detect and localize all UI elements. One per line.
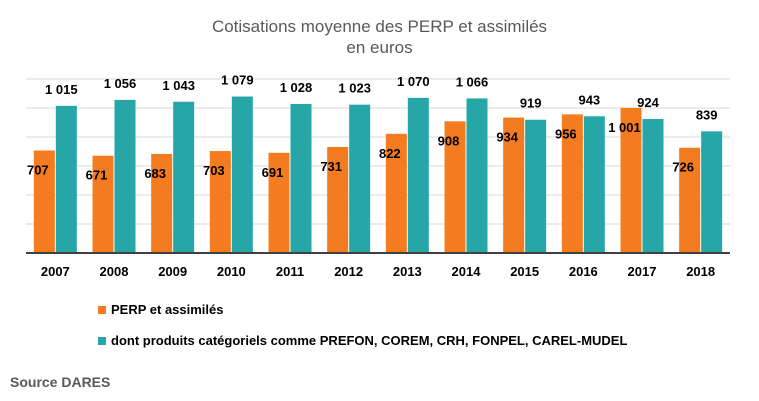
bar-categoriels [407,97,429,253]
bar-perp [385,133,407,253]
data-label-perp: 731 [320,159,342,174]
bar-categoriels [525,119,547,254]
bar-perp [503,117,525,253]
legend-label: dont produits catégoriels comme PREFON, … [111,333,628,348]
data-label-categoriels: 839 [696,107,718,122]
data-label-categoriels: 1 066 [456,74,489,89]
data-label-categoriels: 919 [520,96,542,111]
bar-perp [679,147,701,253]
data-label-perp: 934 [496,130,518,145]
bar-categoriels [701,131,723,253]
data-label-perp: 683 [144,166,166,181]
bar-categoriels [173,101,195,253]
data-label-perp: 671 [86,168,108,183]
x-tick-label: 2015 [510,264,539,279]
chart-subtitle: en euros [346,38,413,57]
bar-categoriels [583,116,605,253]
bar-categoriels [231,96,253,253]
data-label-categoriels: 1 070 [397,74,430,89]
legend-swatch-teal [98,336,106,345]
x-tick-label: 2007 [41,264,70,279]
data-label-categoriels: 1 023 [338,81,371,96]
data-label-perp: 956 [555,126,577,141]
x-tick-label: 2018 [686,264,715,279]
bar-perp [620,107,642,253]
bar-perp [151,153,173,253]
legend-label: PERP et assimilés [111,302,224,317]
x-tick-label: 2009 [158,264,187,279]
legend-item-categoriels: dont produits catégoriels comme PREFON, … [98,333,627,348]
bar-perp [92,155,114,253]
x-tick-label: 2010 [217,264,246,279]
data-label-categoriels: 1 043 [162,78,195,93]
bar-perp [209,151,231,253]
data-label-perp: 726 [672,160,694,175]
data-label-perp: 707 [27,162,49,177]
bar-categoriels [114,99,136,253]
legend-swatch-orange [98,305,106,314]
legend-item-perp: PERP et assimilés [98,302,224,317]
source-note: Source DARES [10,374,111,390]
data-label-categoriels: 1 028 [280,80,313,95]
bar-categoriels [466,98,488,254]
x-tick-label: 2017 [628,264,657,279]
data-label-categoriels: 924 [637,95,659,110]
bar-categoriels [55,105,77,253]
bar-categoriels [642,119,664,254]
data-label-perp: 703 [203,163,225,178]
bar-perp [444,121,466,253]
x-tick-label: 2016 [569,264,598,279]
x-tick-label: 2012 [334,264,363,279]
bar-categoriels [349,104,371,253]
bar-perp [268,152,290,253]
x-tick-label: 2008 [100,264,129,279]
data-label-perp: 822 [379,146,401,161]
bar-categoriels [290,103,312,253]
bar-perp [561,114,583,253]
data-label-categoriels: 1 079 [221,73,254,88]
data-label-perp: 1 001 [608,120,641,135]
data-label-categoriels: 1 015 [45,82,78,97]
x-tick-label: 2011 [276,264,304,279]
bar-perp [33,150,55,253]
chart-title: Cotisations moyenne des PERP et assimilé… [211,17,548,36]
data-label-categoriels: 1 056 [104,76,137,91]
data-label-categoriels: 943 [578,92,600,107]
data-label-perp: 691 [262,165,284,180]
x-tick-label: 2014 [452,264,482,279]
data-label-perp: 908 [438,133,460,148]
bar-perp [327,147,349,253]
x-tick-label: 2013 [393,264,422,279]
